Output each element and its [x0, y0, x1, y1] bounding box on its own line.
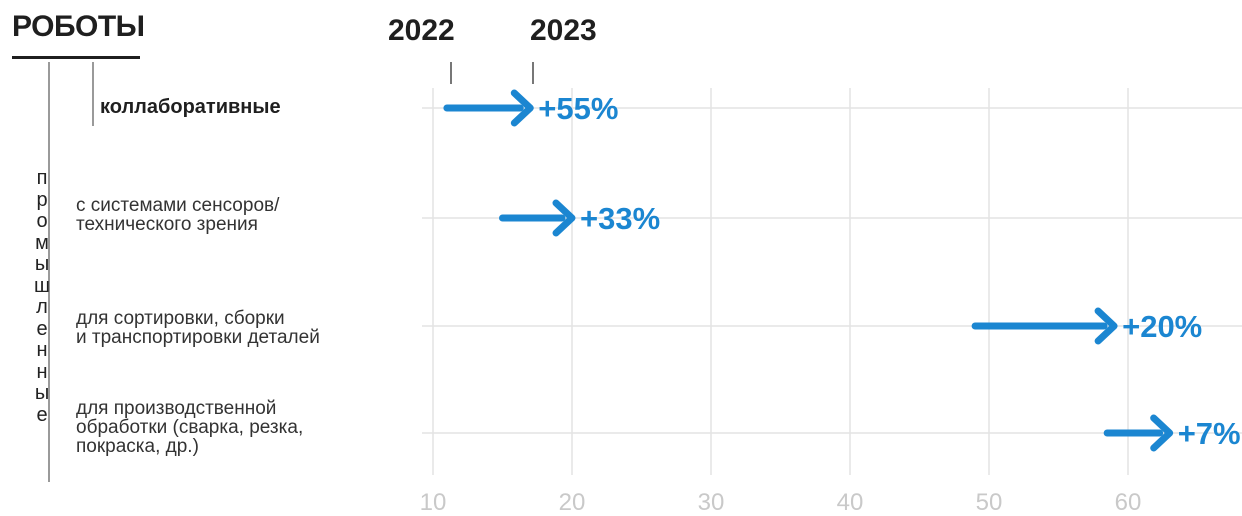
category-label-line: и транспортировки деталей: [76, 327, 320, 348]
change-percent-label: +7%: [1178, 416, 1241, 451]
arrow-head: [510, 89, 534, 127]
x-tick-label: 40: [837, 489, 864, 516]
title-underline: [12, 56, 140, 59]
category-label-line: технического зрения: [76, 214, 258, 235]
collaborative-bracket: [92, 62, 94, 126]
change-percent-label: +55%: [538, 91, 618, 126]
group-label-letter: ш: [33, 274, 51, 297]
group-label-letter: н: [36, 360, 48, 383]
arrow-head: [1094, 307, 1118, 345]
category-label-line: коллаборативные: [100, 96, 281, 118]
group-bracket-vertical: [48, 62, 50, 482]
arrow-head: [1150, 414, 1174, 452]
category-label-vision: с системами сенсоров/ технического зрени…: [76, 196, 279, 234]
category-label-line: обработки (сварка, резка,: [76, 417, 304, 438]
category-label-processing: для производственной обработки (сварка, …: [76, 399, 303, 456]
year-2022-tick: [450, 62, 452, 84]
change-percent-label: +33%: [580, 201, 660, 236]
category-label-collaborative: коллаборативные: [100, 96, 281, 118]
group-label-letter: ы: [34, 253, 50, 275]
x-tick-label: 10: [420, 489, 447, 516]
x-tick-label: 60: [1115, 489, 1142, 516]
year-2023-tick: [532, 62, 534, 84]
group-label-letter: е: [36, 403, 48, 426]
arrow-head: [552, 199, 576, 237]
chart-title: РОБОТЫ: [12, 10, 145, 43]
year-2023-label: 2023: [530, 14, 597, 47]
category-label-sorting: для сортировки, сборки и транспортировки…: [76, 309, 320, 347]
category-label-line: для сортировки, сборки: [76, 308, 285, 329]
group-label-letter: м: [35, 231, 49, 254]
category-label-line: покраска, др.): [76, 436, 199, 457]
group-label-letter: р: [36, 188, 48, 211]
x-tick-label: 50: [976, 489, 1003, 516]
group-label-letter: п: [36, 167, 48, 189]
x-tick-label: 30: [698, 489, 725, 516]
group-label-letter: ы: [34, 382, 50, 404]
group-label-letter: о: [36, 210, 48, 232]
group-label-letter: л: [36, 296, 48, 318]
category-label-line: с системами сенсоров/: [76, 195, 280, 216]
change-percent-label: +20%: [1122, 309, 1202, 344]
category-label-line: для производственной: [76, 398, 277, 419]
x-tick-label: 20: [559, 489, 586, 516]
group-label-letter: н: [36, 339, 48, 361]
year-2022-label: 2022: [388, 14, 455, 47]
group-label-letter: е: [36, 317, 48, 340]
